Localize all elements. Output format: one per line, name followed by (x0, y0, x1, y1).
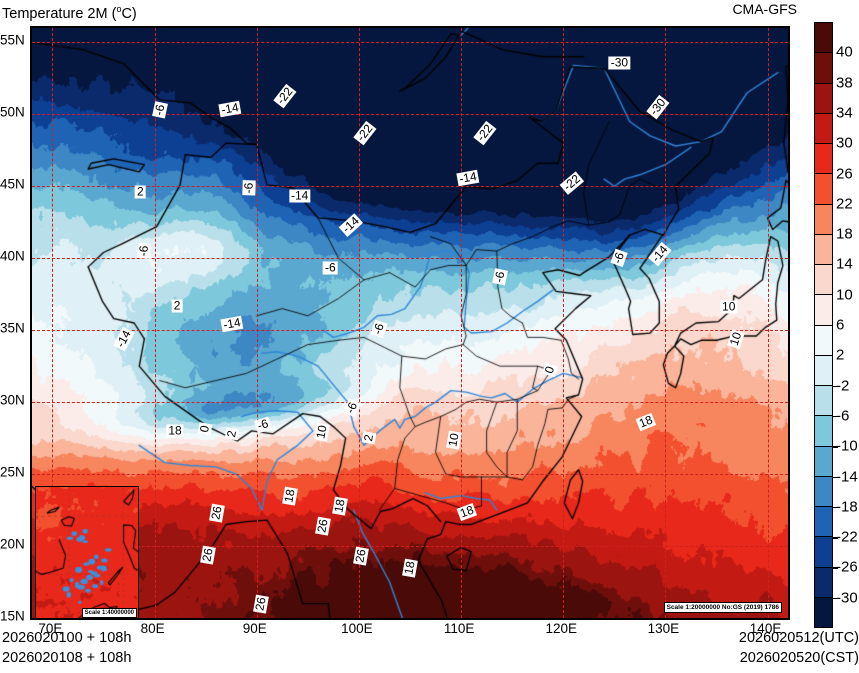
lat-tick-25N: 25N (0, 464, 25, 480)
lat-tick-55N: 55N (0, 32, 25, 48)
contour-label: 10 (445, 429, 462, 450)
colorbar-tick-40: 40 (836, 43, 853, 61)
contour-label: 18 (330, 496, 348, 516)
colorbar-tickmark--14 (833, 476, 838, 478)
colorbar-band-5[interactable] (815, 174, 832, 205)
contour-label: 2 (361, 431, 377, 445)
contour-label: -6 (151, 101, 168, 119)
lon-tick-70E: 70E (38, 621, 63, 636)
contour-label: -14 (288, 188, 311, 203)
colorbar-tick--14: -14 (836, 468, 858, 485)
temperature-field-raster (32, 28, 788, 618)
colorbar-band-2[interactable] (815, 83, 832, 114)
colorbar-band-6[interactable] (815, 204, 832, 235)
colorbar-band-18[interactable] (815, 567, 832, 598)
colorbar-tick--2: -2 (836, 377, 850, 395)
inset-map[interactable]: Scale 1:40000000 (35, 486, 139, 618)
colorbar-tick-10: 10 (836, 286, 853, 304)
lat-tick-40N: 40N (0, 248, 25, 264)
colorbar-tickmark--10 (833, 446, 838, 448)
colorbar-band-1[interactable] (815, 53, 832, 84)
colorbar-band-10[interactable] (815, 325, 832, 356)
colorbar-tickmark--2 (833, 385, 838, 388)
colorbar-tick-26: 26 (836, 165, 853, 182)
colorbar-tick-22: 22 (836, 195, 853, 213)
colorbar-band-11[interactable] (815, 355, 832, 386)
colorbar-band-4[interactable] (815, 144, 832, 175)
lat-tick-50N: 50N (0, 104, 25, 120)
lon-tick-110E: 110E (443, 621, 475, 636)
colorbar-tick--10: -10 (836, 437, 858, 455)
colorbar-tick--30: -30 (836, 589, 858, 607)
map-scale-label: Scale 1:20000000 No:GS (2019) 1786 (663, 602, 782, 613)
lon-tick-140E: 140E (749, 621, 782, 636)
contour-label: -6 (136, 243, 152, 259)
map-plot-area[interactable]: -6 -14 -22 -22 -22 -30 -30 -22 2 -6 -14 -14 -6 -14 -6-… (30, 26, 790, 620)
contour-label: -30 (608, 55, 631, 70)
colorbar-tick--18: -18 (836, 498, 858, 516)
colorbar-tick-6: 6 (836, 316, 845, 334)
valid-time-utc: 2026020512(UTC) (738, 630, 859, 646)
degree-symbol: o (116, 4, 122, 14)
colorbar-tick--22: -22 (836, 528, 858, 546)
contour-label: 18 (166, 423, 184, 438)
contour-label: -6 (322, 260, 338, 275)
lon-tick-90E: 90E (242, 621, 267, 636)
colorbar-tickmark--18 (833, 506, 838, 509)
colorbar-band-15[interactable] (815, 476, 832, 507)
colorbar-tick-14: 14 (836, 255, 853, 273)
colorbar-band-9[interactable] (815, 295, 832, 326)
colorbar-band-16[interactable] (815, 507, 832, 538)
colorbar-band-13[interactable] (815, 416, 832, 447)
colorbar[interactable] (814, 22, 833, 628)
colorbar-tickmark--6 (833, 415, 838, 418)
lon-tick-100E: 100E (341, 621, 373, 636)
contour-label: 26 (252, 593, 269, 614)
lat-tick-45N: 45N (0, 176, 25, 192)
contour-label: 2 (171, 298, 183, 313)
lon-tick-120E: 120E (545, 621, 577, 636)
colorbar-tick--6: -6 (836, 407, 850, 425)
lat-tick-35N: 35N (0, 320, 25, 336)
colorbar-tick--26: -26 (836, 558, 858, 576)
colorbar-tick-2: 2 (836, 346, 845, 364)
colorbar-band-0[interactable] (815, 23, 832, 54)
model-source-label: CMA-GFS (732, 1, 797, 17)
contour-label: 26 (199, 544, 216, 565)
page-title-unit: C) (121, 5, 137, 22)
valid-time-cst: 2026020520(CST) (739, 650, 859, 666)
page-title: Temperature 2M (oC) (2, 1, 137, 22)
colorbar-band-7[interactable] (815, 234, 832, 265)
colorbar-tick-18: 18 (836, 225, 853, 243)
lat-tick-20N: 20N (0, 536, 25, 552)
colorbar-tickmark--26 (833, 567, 838, 569)
colorbar-band-3[interactable] (815, 113, 832, 144)
inset-scale-label: Scale 1:40000000 (81, 608, 137, 618)
colorbar-tickmark--30 (833, 597, 838, 600)
contour-label: 10 (720, 299, 738, 314)
colorbar-tick-34: 34 (836, 104, 853, 122)
colorbar-band-14[interactable] (815, 446, 832, 477)
contour-label: 2 (224, 427, 240, 441)
init-time-utc: 2026020100 + 108h (2, 630, 132, 646)
lon-tick-130E: 130E (647, 621, 680, 636)
contour-label: 2 (134, 184, 146, 199)
colorbar-band-8[interactable] (815, 265, 832, 296)
colorbar-band-12[interactable] (815, 386, 832, 417)
colorbar-band-19[interactable] (815, 597, 832, 627)
lon-tick-80E: 80E (140, 621, 165, 636)
colorbar-tickmark--22 (833, 537, 838, 539)
init-time-cst: 2026020108 + 108h (2, 650, 132, 666)
lat-tick-15N: 15N (0, 608, 25, 624)
colorbar-tick-30: 30 (836, 134, 853, 152)
contour-label: -6 (240, 180, 256, 196)
colorbar-tick-38: 38 (836, 74, 853, 92)
lat-tick-30N: 30N (0, 392, 25, 408)
page-title-text: Temperature 2M ( (2, 5, 117, 22)
colorbar-band-17[interactable] (815, 537, 832, 568)
